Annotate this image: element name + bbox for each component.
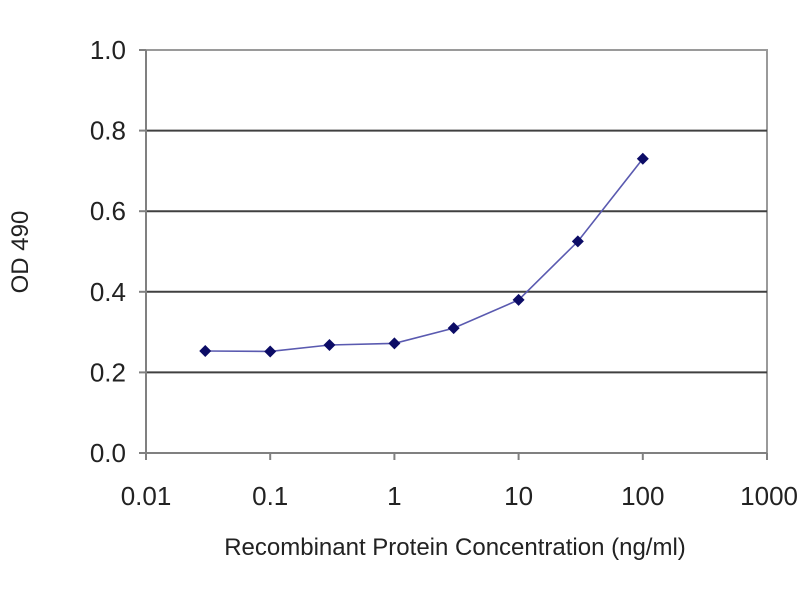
data-point [636,152,649,165]
data-point [388,337,401,350]
y-tick-label: 0.4 [90,277,126,307]
x-tick-label: 100 [621,481,664,511]
x-axis-ticks: 0.01 0.1 1 10 100 1000 [121,453,798,511]
x-tick-label: 10 [504,481,533,511]
plot-area [145,49,768,454]
y-axis-label: OD 490 [7,211,34,294]
series-line [205,158,644,353]
data-point [447,322,460,335]
data-point [571,235,584,248]
data-point [512,293,525,306]
x-tick-label: 1 [387,481,401,511]
data-point [323,338,336,351]
x-tick-label: 0.01 [121,481,172,511]
gridlines [146,129,767,374]
y-tick-label: 0.0 [90,438,126,468]
data-point [264,345,277,358]
x-axis-label: Recombinant Protein Concentration (ng/ml… [224,534,686,561]
y-tick-label: 0.8 [90,116,126,146]
y-tick-label: 0.2 [90,357,126,387]
data-point [199,345,212,358]
y-tick-label: 1.0 [90,35,126,65]
y-axis-ticks: 0.0 0.2 0.4 0.6 0.8 1.0 [90,35,146,468]
y-tick-label: 0.6 [90,196,126,226]
x-tick-label: 0.1 [252,481,288,511]
series-group [199,152,649,358]
x-tick-label: 1000 [740,481,798,511]
